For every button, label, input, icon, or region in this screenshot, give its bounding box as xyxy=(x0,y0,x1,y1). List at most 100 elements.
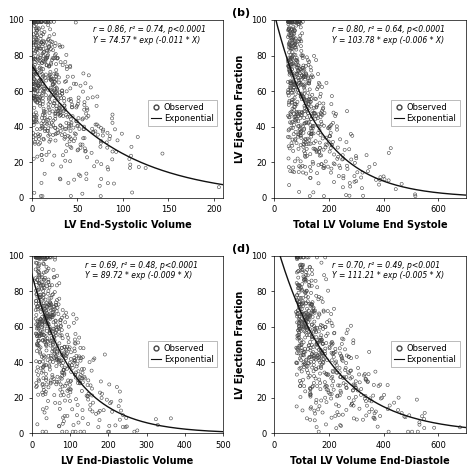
Point xyxy=(328,338,336,346)
Point xyxy=(297,318,304,326)
Point xyxy=(361,370,369,378)
Point xyxy=(68,119,75,127)
Point xyxy=(56,175,64,183)
Point xyxy=(92,410,100,418)
Point xyxy=(68,101,76,109)
Point xyxy=(86,358,93,366)
Point xyxy=(51,97,58,105)
Point xyxy=(344,326,351,334)
Point xyxy=(334,409,341,416)
Point xyxy=(59,61,66,69)
Point xyxy=(36,292,44,299)
Point xyxy=(49,325,57,332)
Point xyxy=(42,316,50,323)
Point xyxy=(57,392,64,399)
Point xyxy=(35,268,43,276)
Point xyxy=(336,369,344,376)
Point xyxy=(71,354,78,362)
Point xyxy=(80,125,88,133)
Point xyxy=(298,337,305,344)
Point xyxy=(392,185,400,193)
Point xyxy=(41,254,48,261)
Point xyxy=(291,113,298,121)
Point xyxy=(58,372,66,380)
Point xyxy=(319,135,327,142)
Point xyxy=(33,93,40,100)
Point xyxy=(300,358,307,366)
Point xyxy=(309,313,316,321)
Point xyxy=(390,399,398,406)
Point xyxy=(298,111,306,119)
Point xyxy=(298,301,305,309)
Point xyxy=(284,33,292,41)
Point xyxy=(330,349,337,357)
Point xyxy=(56,112,64,119)
Point xyxy=(293,297,301,304)
Point xyxy=(299,123,307,130)
Point xyxy=(32,321,40,328)
Point xyxy=(39,428,46,436)
Point xyxy=(288,89,295,97)
Point xyxy=(322,323,329,331)
Point xyxy=(60,350,68,358)
Point xyxy=(297,132,304,139)
Point xyxy=(34,254,42,261)
Point xyxy=(349,337,357,344)
Point xyxy=(52,91,59,99)
Point xyxy=(302,70,310,78)
Point xyxy=(43,306,50,314)
Point xyxy=(62,309,70,317)
Point xyxy=(325,389,332,396)
Point xyxy=(288,57,295,65)
Point xyxy=(34,267,42,275)
Point xyxy=(302,309,310,317)
Point xyxy=(339,155,347,163)
Point xyxy=(309,107,316,115)
Point xyxy=(54,126,61,133)
Point xyxy=(34,153,41,160)
Point xyxy=(37,119,45,127)
Point xyxy=(29,118,36,126)
Point xyxy=(47,352,55,359)
Point xyxy=(286,145,293,152)
Point xyxy=(39,300,47,307)
Point xyxy=(334,382,342,389)
Point xyxy=(33,44,41,51)
Point xyxy=(308,341,316,349)
Point xyxy=(324,386,332,394)
Point xyxy=(33,93,40,100)
Point xyxy=(46,329,54,337)
Point xyxy=(321,144,329,151)
Point xyxy=(113,383,121,391)
Point xyxy=(66,389,74,396)
Point xyxy=(79,115,87,122)
Point xyxy=(297,122,304,129)
Point xyxy=(304,109,312,117)
Point xyxy=(286,18,294,26)
Point xyxy=(34,55,41,63)
Point xyxy=(310,145,317,153)
Point xyxy=(413,396,420,403)
Point xyxy=(310,352,317,360)
Point xyxy=(297,294,305,302)
Point xyxy=(343,384,350,392)
Point xyxy=(301,348,309,356)
Point xyxy=(81,374,89,382)
Point xyxy=(306,77,313,84)
Point xyxy=(317,321,325,329)
Point xyxy=(370,414,377,421)
Point xyxy=(46,304,54,312)
Point xyxy=(337,374,344,381)
Point xyxy=(154,421,162,428)
Point xyxy=(299,64,306,72)
Point xyxy=(285,126,293,133)
Point xyxy=(35,135,43,143)
Point xyxy=(305,140,312,148)
Point xyxy=(33,38,41,46)
Point xyxy=(44,338,52,346)
Point xyxy=(291,44,299,51)
Point xyxy=(294,346,302,353)
Point xyxy=(331,112,339,120)
Point xyxy=(298,305,306,313)
Point xyxy=(34,293,41,301)
